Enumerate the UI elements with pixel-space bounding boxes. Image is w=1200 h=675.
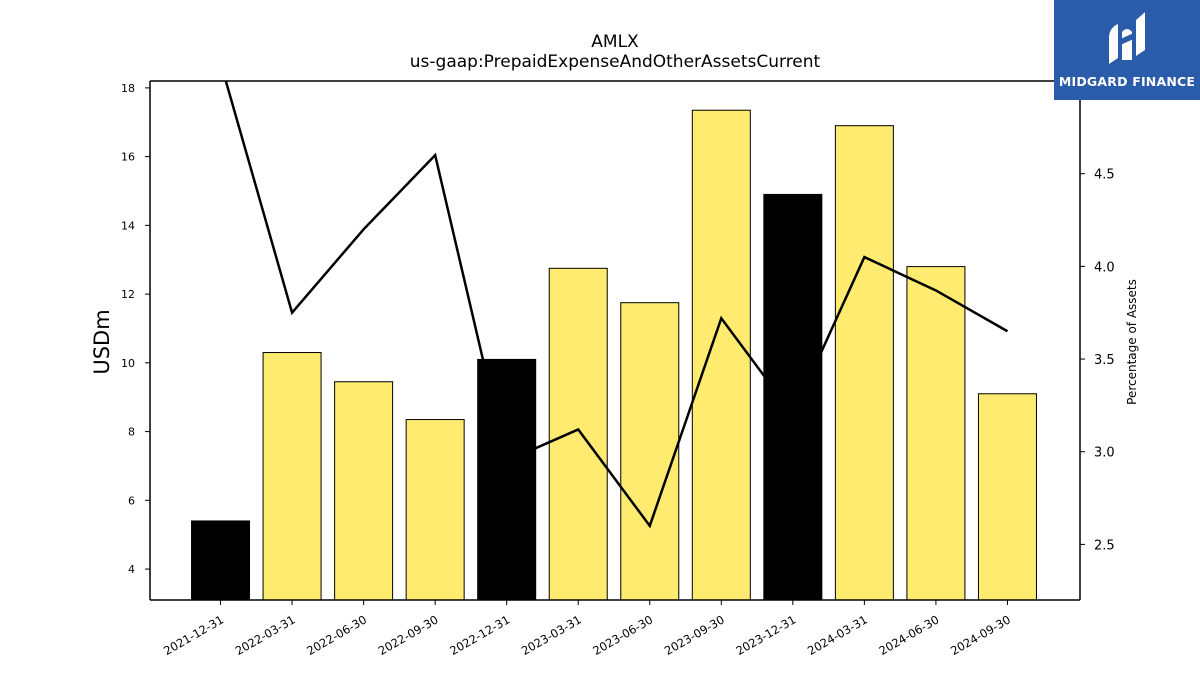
bar <box>763 193 823 601</box>
y-tick-label: 14 <box>121 219 135 232</box>
bar <box>834 125 894 601</box>
bar <box>977 393 1037 601</box>
y-tick-label: 18 <box>121 82 135 95</box>
bar <box>620 302 680 601</box>
x-tick-label: 2024-03-31 <box>805 612 870 658</box>
x-tick-label: 2023-12-31 <box>733 612 798 658</box>
y2-tick-label: 4.5 <box>1094 168 1115 183</box>
y2-tick-label: 3.5 <box>1094 353 1115 368</box>
y2-tick-label: 2.5 <box>1094 538 1115 553</box>
brand-logo: MIDGARD FINANCE <box>1054 0 1200 100</box>
bar <box>477 358 537 601</box>
x-tick-label: 2022-09-30 <box>376 612 441 658</box>
y-tick-label: 6 <box>128 494 135 507</box>
x-tick-label: 2022-12-31 <box>447 612 512 658</box>
x-tick-label: 2024-06-30 <box>877 612 942 658</box>
chart-title: AMLX <box>591 32 639 52</box>
brand-mark-icon <box>1109 12 1145 64</box>
bar <box>334 381 394 601</box>
y-tick-label: 10 <box>121 357 135 370</box>
x-tick-label: 2022-06-30 <box>304 612 369 658</box>
y-tick-label: 16 <box>121 151 135 164</box>
bar <box>691 109 751 601</box>
y2-axis-label: Percentage of Assets <box>1125 279 1139 405</box>
y-axis-label: USDm <box>90 309 114 374</box>
brand-name: MIDGARD FINANCE <box>1058 74 1196 89</box>
bar <box>191 520 251 601</box>
x-tick-label: 2023-09-30 <box>662 612 727 658</box>
y2-tick-label: 4.0 <box>1094 260 1115 275</box>
bar <box>262 352 322 601</box>
x-tick-label: 2023-03-31 <box>519 612 584 658</box>
x-tick-label: 2023-06-30 <box>590 612 655 658</box>
x-tick-label: 2024-09-30 <box>948 612 1013 658</box>
y-tick-label: 12 <box>121 288 135 301</box>
x-tick-label: 2021-12-31 <box>161 612 226 658</box>
bar <box>906 266 966 601</box>
bar <box>548 267 608 601</box>
x-tick-label: 2022-03-31 <box>233 612 298 658</box>
chart-subtitle: us-gaap:PrepaidExpenseAndOtherAssetsCurr… <box>409 52 821 72</box>
y2-tick-label: 3.0 <box>1094 446 1115 461</box>
y-tick-label: 8 <box>128 426 135 439</box>
series-line <box>224 81 1009 529</box>
y-tick-label: 4 <box>128 563 135 576</box>
bar <box>405 419 465 601</box>
